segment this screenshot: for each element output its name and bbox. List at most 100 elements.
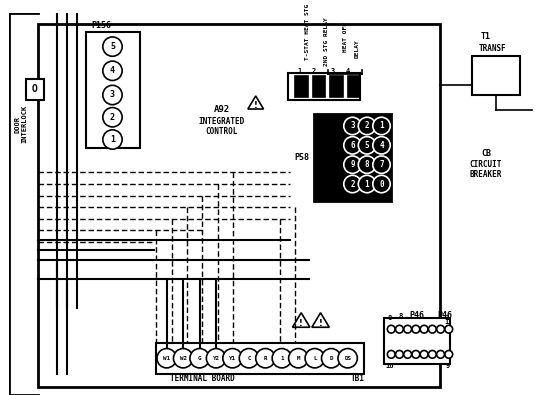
Text: !: ! bbox=[319, 319, 322, 328]
Circle shape bbox=[103, 85, 122, 105]
Text: TERMINAL BOARD: TERMINAL BOARD bbox=[170, 374, 235, 383]
Circle shape bbox=[373, 156, 390, 173]
Circle shape bbox=[358, 175, 376, 193]
Circle shape bbox=[239, 348, 259, 368]
Text: CIRCUIT: CIRCUIT bbox=[470, 160, 502, 169]
Circle shape bbox=[344, 156, 361, 173]
Text: CB: CB bbox=[481, 149, 491, 158]
Text: 2: 2 bbox=[110, 113, 115, 122]
Text: D: D bbox=[330, 356, 333, 361]
Circle shape bbox=[445, 325, 453, 333]
Text: 3: 3 bbox=[350, 121, 355, 130]
Circle shape bbox=[373, 117, 390, 135]
Text: 1: 1 bbox=[365, 179, 370, 188]
Circle shape bbox=[223, 348, 242, 368]
Text: A92: A92 bbox=[214, 105, 230, 114]
Circle shape bbox=[103, 130, 122, 149]
Text: L: L bbox=[313, 356, 316, 361]
Bar bbox=[288, 73, 360, 100]
Bar bbox=[27, 79, 44, 100]
Bar bbox=[86, 32, 140, 148]
Text: 4: 4 bbox=[346, 68, 350, 74]
Circle shape bbox=[103, 107, 122, 127]
Circle shape bbox=[396, 325, 403, 333]
Text: INTEGRATED: INTEGRATED bbox=[199, 117, 245, 126]
Text: 0: 0 bbox=[379, 179, 384, 188]
Text: BREAKER: BREAKER bbox=[470, 170, 502, 179]
Text: DS: DS bbox=[344, 356, 351, 361]
Circle shape bbox=[103, 37, 122, 56]
Circle shape bbox=[404, 350, 412, 358]
Circle shape bbox=[321, 348, 341, 368]
Text: W1: W1 bbox=[163, 356, 170, 361]
Circle shape bbox=[404, 325, 412, 333]
Text: P46: P46 bbox=[437, 311, 452, 320]
Circle shape bbox=[445, 350, 453, 358]
Circle shape bbox=[412, 325, 420, 333]
Text: 6: 6 bbox=[350, 141, 355, 150]
Circle shape bbox=[173, 348, 193, 368]
Circle shape bbox=[190, 348, 209, 368]
Text: 8: 8 bbox=[365, 160, 370, 169]
Circle shape bbox=[344, 175, 361, 193]
Text: P156: P156 bbox=[92, 21, 112, 30]
Circle shape bbox=[358, 156, 376, 173]
Text: Y2: Y2 bbox=[213, 356, 219, 361]
Text: T-STAT HEAT STG: T-STAT HEAT STG bbox=[305, 4, 310, 60]
Bar bbox=[471, 56, 520, 95]
Text: CONTROL: CONTROL bbox=[206, 127, 238, 136]
Text: 1: 1 bbox=[379, 121, 384, 130]
Text: 2ND STG RELAY: 2ND STG RELAY bbox=[324, 17, 329, 66]
Circle shape bbox=[338, 348, 357, 368]
Bar bbox=[295, 75, 308, 97]
Text: P58: P58 bbox=[295, 153, 310, 162]
Text: 3: 3 bbox=[331, 68, 335, 74]
Text: P46: P46 bbox=[410, 311, 425, 320]
Text: 7: 7 bbox=[379, 160, 384, 169]
Text: 1: 1 bbox=[280, 356, 284, 361]
Circle shape bbox=[387, 350, 395, 358]
Text: 5: 5 bbox=[365, 141, 370, 150]
Text: !: ! bbox=[299, 319, 303, 328]
Text: DOOR
INTERLOCK: DOOR INTERLOCK bbox=[14, 105, 27, 143]
Text: 9: 9 bbox=[445, 363, 449, 369]
Circle shape bbox=[437, 350, 444, 358]
Circle shape bbox=[358, 117, 376, 135]
Circle shape bbox=[387, 325, 395, 333]
Circle shape bbox=[428, 325, 436, 333]
Text: M: M bbox=[296, 356, 300, 361]
Circle shape bbox=[420, 325, 428, 333]
Text: W2: W2 bbox=[179, 356, 187, 361]
Text: 1: 1 bbox=[445, 314, 449, 321]
Text: HEAT OFF: HEAT OFF bbox=[343, 22, 348, 52]
Bar bbox=[313, 75, 325, 97]
Circle shape bbox=[206, 348, 225, 368]
Circle shape bbox=[272, 348, 291, 368]
Bar bbox=[314, 114, 391, 201]
Bar bbox=[156, 343, 364, 374]
Text: 4: 4 bbox=[110, 66, 115, 75]
Circle shape bbox=[256, 348, 275, 368]
Circle shape bbox=[344, 137, 361, 154]
Circle shape bbox=[396, 350, 403, 358]
Bar bbox=[348, 75, 360, 97]
Text: 9: 9 bbox=[350, 160, 355, 169]
Text: 5: 5 bbox=[110, 42, 115, 51]
Text: T1: T1 bbox=[481, 32, 491, 41]
Circle shape bbox=[289, 348, 308, 368]
Circle shape bbox=[420, 350, 428, 358]
Text: 2: 2 bbox=[350, 179, 355, 188]
Circle shape bbox=[103, 61, 122, 81]
Text: G: G bbox=[198, 356, 201, 361]
Text: 1: 1 bbox=[297, 68, 301, 74]
Circle shape bbox=[358, 137, 376, 154]
Text: R: R bbox=[264, 356, 267, 361]
Circle shape bbox=[373, 137, 390, 154]
Circle shape bbox=[344, 117, 361, 135]
Circle shape bbox=[157, 348, 176, 368]
Circle shape bbox=[437, 325, 444, 333]
Text: Y1: Y1 bbox=[229, 356, 236, 361]
Bar bbox=[384, 318, 450, 364]
Circle shape bbox=[305, 348, 325, 368]
Circle shape bbox=[373, 175, 390, 193]
